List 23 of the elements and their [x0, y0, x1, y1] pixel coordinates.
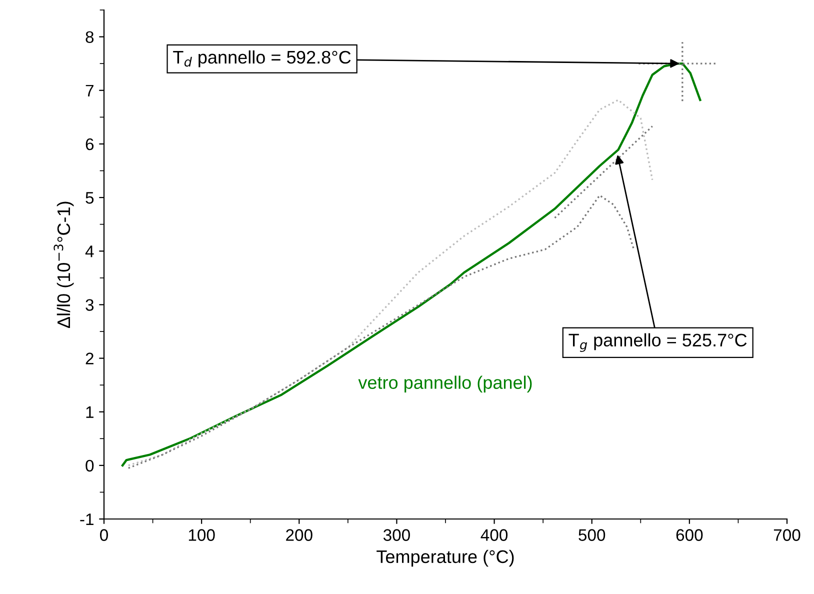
y-tick-label: -1	[80, 514, 94, 526]
annotation: T$_{g}$ pannello = 525.7°C	[568, 333, 747, 352]
x-tick-label: 100	[188, 529, 215, 541]
x-tick-label: 400	[480, 529, 508, 541]
x-tick-label: 700	[774, 529, 800, 541]
y-tick-label: 6	[86, 138, 94, 150]
y-axis-title: Δl/l0 (10$^{−3}$°C-1)	[54, 202, 74, 328]
y-tick-label: 2	[86, 352, 94, 364]
x-tick-label: 600	[676, 529, 703, 541]
annotation: T$_{d}$ pannello = 592.8°C	[173, 50, 351, 68]
y-tick-label: 5	[86, 192, 94, 204]
y-tick-label: 1	[86, 406, 94, 418]
y-tick-label: 7	[86, 84, 94, 96]
y-tick-label: 8	[86, 31, 94, 43]
y-tick-label: 3	[86, 299, 94, 311]
series-label: vetro pannello (panel)	[358, 376, 532, 393]
x-tick-label: 200	[286, 529, 312, 541]
x-tick-label: 500	[578, 529, 606, 541]
x-tick-label: 0	[100, 529, 108, 541]
y-tick-label: 4	[85, 246, 94, 258]
y-tick-label: 0	[86, 460, 94, 472]
x-axis-title: Temperature (°C)	[376, 550, 514, 567]
x-tick-label: 300	[383, 529, 410, 541]
